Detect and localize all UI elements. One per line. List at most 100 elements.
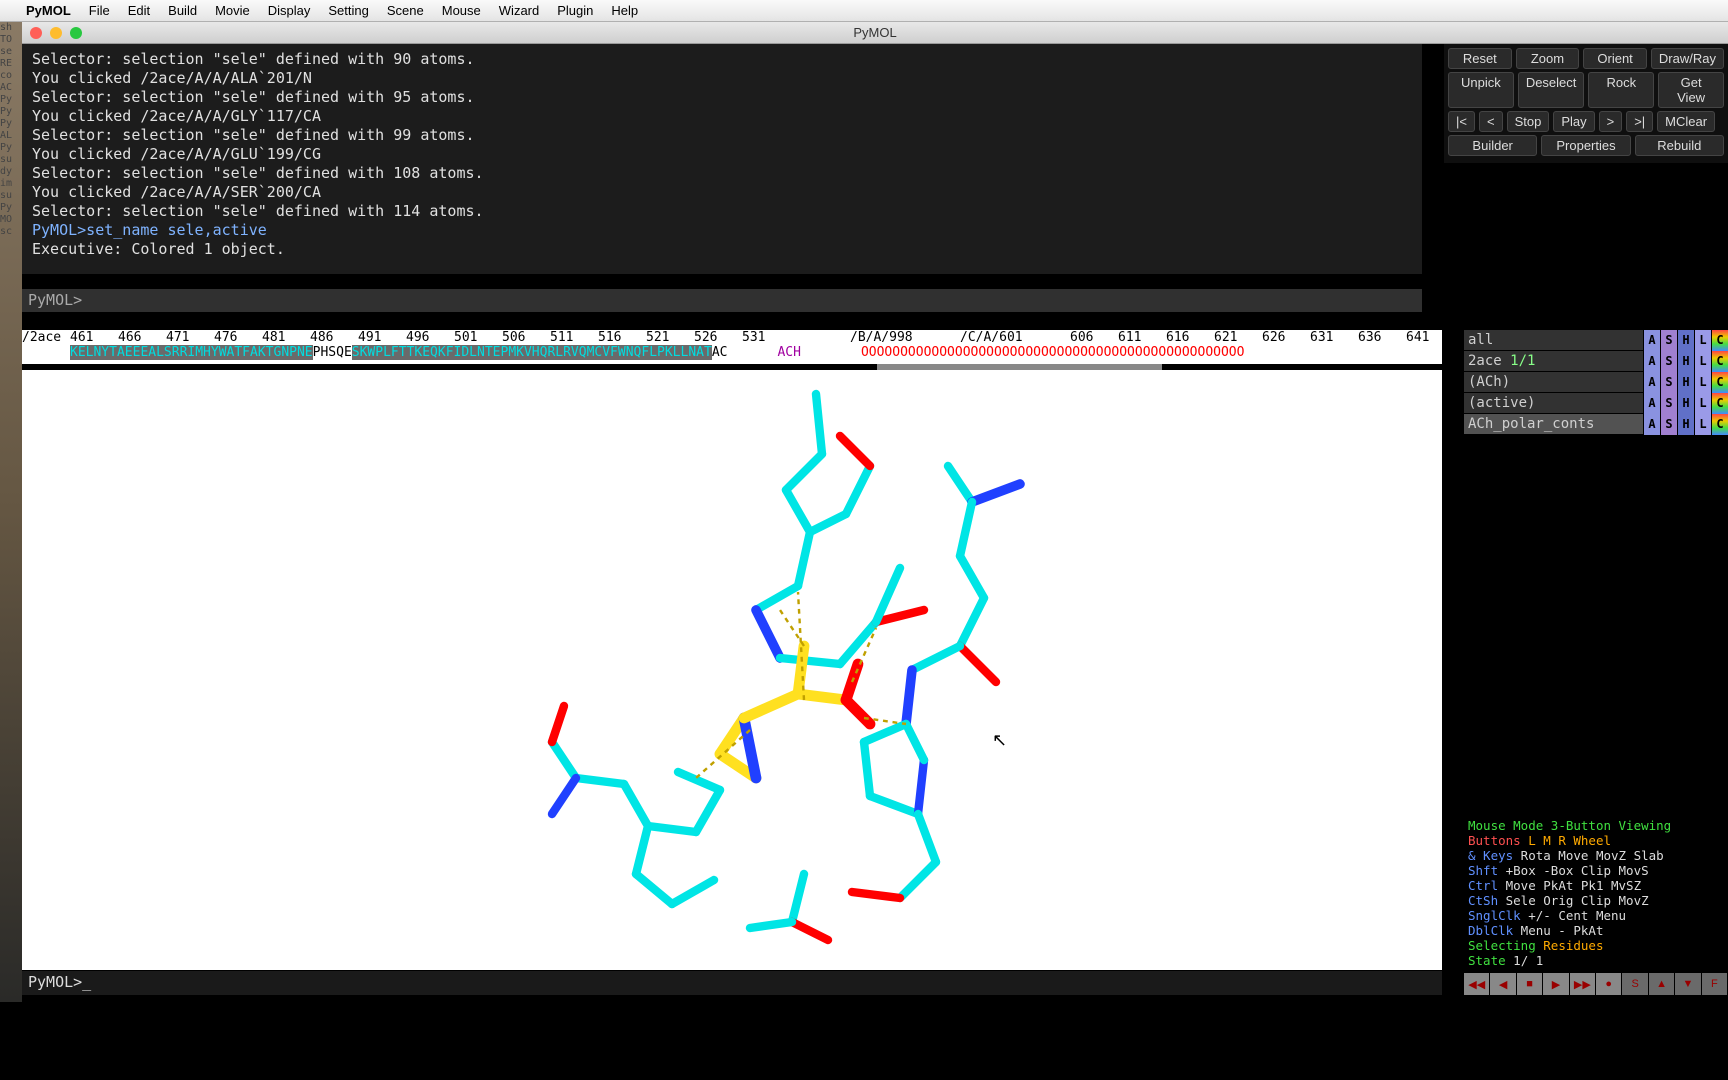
vcr-button[interactable]: ● <box>1596 973 1622 995</box>
ctrl--button[interactable]: |< <box>1448 111 1475 132</box>
menubar-display[interactable]: Display <box>268 3 311 18</box>
mouse-mode-panel[interactable]: Mouse Mode 3-Button ViewingButtons L M R… <box>1464 816 1728 970</box>
object-h-button[interactable]: H <box>1677 330 1694 351</box>
console-line: You clicked /2ace/A/A/GLY`117/CA <box>32 107 1412 126</box>
vcr-button[interactable]: ▶ <box>1543 973 1569 995</box>
menubar-wizard[interactable]: Wizard <box>499 3 539 18</box>
sequence-bar[interactable]: /2ace46146647147648148649149650150651151… <box>22 330 1442 364</box>
menubar-app-name[interactable]: PyMOL <box>26 3 71 18</box>
menubar-scene[interactable]: Scene <box>387 3 424 18</box>
cursor-icon: ↖ <box>992 730 1007 751</box>
object-l-button[interactable]: L <box>1694 393 1711 414</box>
background-app-stripe: shTOseREcoACPyPyPyALPysudyimsuPyMOsc <box>0 22 22 1002</box>
ctrl-rebuild-button[interactable]: Rebuild <box>1635 135 1724 156</box>
object-panel: allASHLC2ace 1/1ASHLC(ACh)ASHLC(active)A… <box>1464 330 1728 435</box>
object-l-button[interactable]: L <box>1694 351 1711 372</box>
object-s-button[interactable]: S <box>1660 330 1677 351</box>
menubar-help[interactable]: Help <box>611 3 638 18</box>
window-close-icon[interactable] <box>30 27 42 39</box>
object-row[interactable]: (ACh)ASHLC <box>1464 372 1728 393</box>
console-line: Selector: selection "sele" defined with … <box>32 202 1412 221</box>
console-line: You clicked /2ace/A/A/SER`200/CA <box>32 183 1412 202</box>
menubar-edit[interactable]: Edit <box>128 3 150 18</box>
vcr-button[interactable]: ▲ <box>1649 973 1675 995</box>
ctrl-properties-button[interactable]: Properties <box>1541 135 1630 156</box>
vcr-button[interactable]: S <box>1622 973 1648 995</box>
ctrl-deselect-button[interactable]: Deselect <box>1518 72 1585 108</box>
object-c-button[interactable]: C <box>1711 351 1728 372</box>
object-h-button[interactable]: H <box>1677 351 1694 372</box>
ctrl-zoom-button[interactable]: Zoom <box>1516 48 1580 69</box>
object-c-button[interactable]: C <box>1711 393 1728 414</box>
object-s-button[interactable]: S <box>1660 372 1677 393</box>
object-s-button[interactable]: S <box>1660 393 1677 414</box>
menubar-build[interactable]: Build <box>168 3 197 18</box>
object-h-button[interactable]: H <box>1677 393 1694 414</box>
object-h-button[interactable]: H <box>1677 372 1694 393</box>
menubar-mouse[interactable]: Mouse <box>442 3 481 18</box>
object-a-button[interactable]: A <box>1643 351 1660 372</box>
vcr-button[interactable]: ◀ <box>1490 973 1516 995</box>
vcr-button[interactable]: ■ <box>1517 973 1543 995</box>
object-s-button[interactable]: S <box>1660 414 1677 435</box>
menubar-movie[interactable]: Movie <box>215 3 250 18</box>
ctrl--button[interactable]: > <box>1599 111 1623 132</box>
control-panel: ResetZoomOrientDraw/Ray UnpickDeselectRoc… <box>1444 44 1728 163</box>
vcr-button[interactable]: ◀◀ <box>1464 973 1490 995</box>
object-c-button[interactable]: C <box>1711 414 1728 435</box>
window-maximize-icon[interactable] <box>70 27 82 39</box>
console-prompt[interactable]: PyMOL> <box>22 289 1422 312</box>
object-a-button[interactable]: A <box>1643 372 1660 393</box>
console-line: Selector: selection "sele" defined with … <box>32 88 1412 107</box>
ctrl-drawray-button[interactable]: Draw/Ray <box>1651 48 1724 69</box>
window-titlebar: PyMOL <box>22 22 1728 44</box>
object-row[interactable]: ACh_polar_contsASHLC <box>1464 414 1728 435</box>
object-l-button[interactable]: L <box>1694 414 1711 435</box>
bottom-prompt-text: PyMOL>_ <box>28 973 91 991</box>
vcr-button[interactable]: ▶▶ <box>1570 973 1596 995</box>
object-c-button[interactable]: C <box>1711 330 1728 351</box>
console-line: You clicked /2ace/A/A/GLU`199/CG <box>32 145 1412 164</box>
menubar-file[interactable]: File <box>89 3 110 18</box>
ctrl-rock-button[interactable]: Rock <box>1588 72 1654 108</box>
ctrl--button[interactable]: < <box>1479 111 1503 132</box>
menubar-plugin[interactable]: Plugin <box>557 3 593 18</box>
object-row[interactable]: 2ace 1/1ASHLC <box>1464 351 1728 372</box>
ctrl-mclear-button[interactable]: MClear <box>1657 111 1715 132</box>
ctrl--button[interactable]: >| <box>1626 111 1653 132</box>
ctrl-unpick-button[interactable]: Unpick <box>1448 72 1514 108</box>
vcr-controls: ◀◀◀■▶▶▶●S▲▼F <box>1464 973 1728 995</box>
vcr-button[interactable]: F <box>1702 973 1728 995</box>
ctrl-getview-button[interactable]: Get View <box>1658 72 1724 108</box>
object-a-button[interactable]: A <box>1643 330 1660 351</box>
ctrl-stop-button[interactable]: Stop <box>1507 111 1550 132</box>
window-title: PyMOL <box>853 25 896 40</box>
ctrl-play-button[interactable]: Play <box>1553 111 1594 132</box>
console-line: You clicked /2ace/A/A/ALA`201/N <box>32 69 1412 88</box>
molecule-render <box>22 370 1442 970</box>
console-line: PyMOL>set_name sele,active <box>32 221 1412 240</box>
3d-viewport[interactable]: ↖ <box>22 370 1442 970</box>
object-row[interactable]: allASHLC <box>1464 330 1728 351</box>
object-row[interactable]: (active)ASHLC <box>1464 393 1728 414</box>
object-s-button[interactable]: S <box>1660 351 1677 372</box>
object-h-button[interactable]: H <box>1677 414 1694 435</box>
ctrl-builder-button[interactable]: Builder <box>1448 135 1537 156</box>
console-line: Selector: selection "sele" defined with … <box>32 50 1412 69</box>
vcr-button[interactable]: ▼ <box>1675 973 1701 995</box>
console-line: Selector: selection "sele" defined with … <box>32 164 1412 183</box>
object-a-button[interactable]: A <box>1643 393 1660 414</box>
bottom-command-prompt[interactable]: PyMOL>_ <box>22 971 1442 995</box>
mac-menubar: PyMOL File Edit Build Movie Display Sett… <box>0 0 1728 22</box>
object-l-button[interactable]: L <box>1694 372 1711 393</box>
ctrl-orient-button[interactable]: Orient <box>1583 48 1647 69</box>
console-line: Executive: Colored 1 object. <box>32 240 1412 259</box>
ctrl-reset-button[interactable]: Reset <box>1448 48 1512 69</box>
menubar-setting[interactable]: Setting <box>328 3 368 18</box>
console-line: Selector: selection "sele" defined with … <box>32 126 1412 145</box>
object-a-button[interactable]: A <box>1643 414 1660 435</box>
object-c-button[interactable]: C <box>1711 372 1728 393</box>
console-output: Selector: selection "sele" defined with … <box>22 44 1422 274</box>
window-minimize-icon[interactable] <box>50 27 62 39</box>
object-l-button[interactable]: L <box>1694 330 1711 351</box>
